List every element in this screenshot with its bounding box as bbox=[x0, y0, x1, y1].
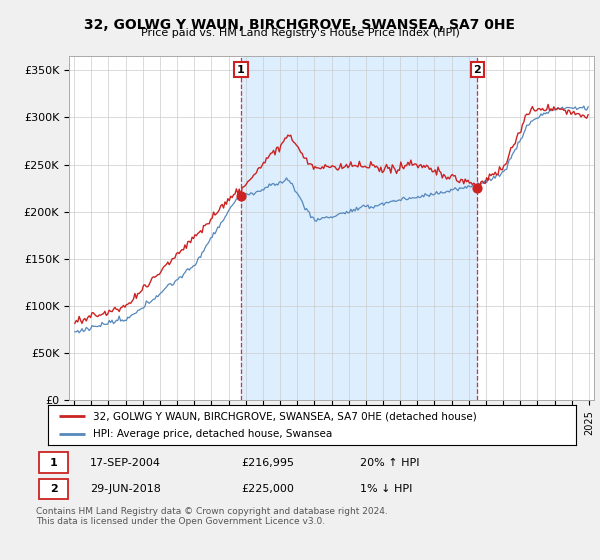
Point bbox=[472, 184, 481, 193]
FancyBboxPatch shape bbox=[39, 479, 68, 499]
FancyBboxPatch shape bbox=[39, 452, 68, 473]
Point bbox=[236, 191, 245, 200]
Text: 2: 2 bbox=[50, 484, 58, 494]
Text: 17-SEP-2004: 17-SEP-2004 bbox=[90, 458, 161, 468]
Text: 20% ↑ HPI: 20% ↑ HPI bbox=[360, 458, 419, 468]
Text: 1: 1 bbox=[237, 64, 245, 74]
Bar bbox=[241, 56, 478, 400]
Text: £225,000: £225,000 bbox=[241, 484, 294, 494]
Text: Contains HM Land Registry data © Crown copyright and database right 2024.
This d: Contains HM Land Registry data © Crown c… bbox=[36, 507, 388, 526]
Text: 32, GOLWG Y WAUN, BIRCHGROVE, SWANSEA, SA7 0HE: 32, GOLWG Y WAUN, BIRCHGROVE, SWANSEA, S… bbox=[85, 18, 515, 32]
Text: 1% ↓ HPI: 1% ↓ HPI bbox=[360, 484, 412, 494]
Text: 32, GOLWG Y WAUN, BIRCHGROVE, SWANSEA, SA7 0HE (detached house): 32, GOLWG Y WAUN, BIRCHGROVE, SWANSEA, S… bbox=[93, 411, 476, 421]
Text: 1: 1 bbox=[50, 458, 58, 468]
Text: 2: 2 bbox=[473, 64, 481, 74]
Text: £216,995: £216,995 bbox=[241, 458, 294, 468]
Text: 29-JUN-2018: 29-JUN-2018 bbox=[90, 484, 161, 494]
Text: HPI: Average price, detached house, Swansea: HPI: Average price, detached house, Swan… bbox=[93, 429, 332, 439]
Text: Price paid vs. HM Land Registry's House Price Index (HPI): Price paid vs. HM Land Registry's House … bbox=[140, 28, 460, 38]
